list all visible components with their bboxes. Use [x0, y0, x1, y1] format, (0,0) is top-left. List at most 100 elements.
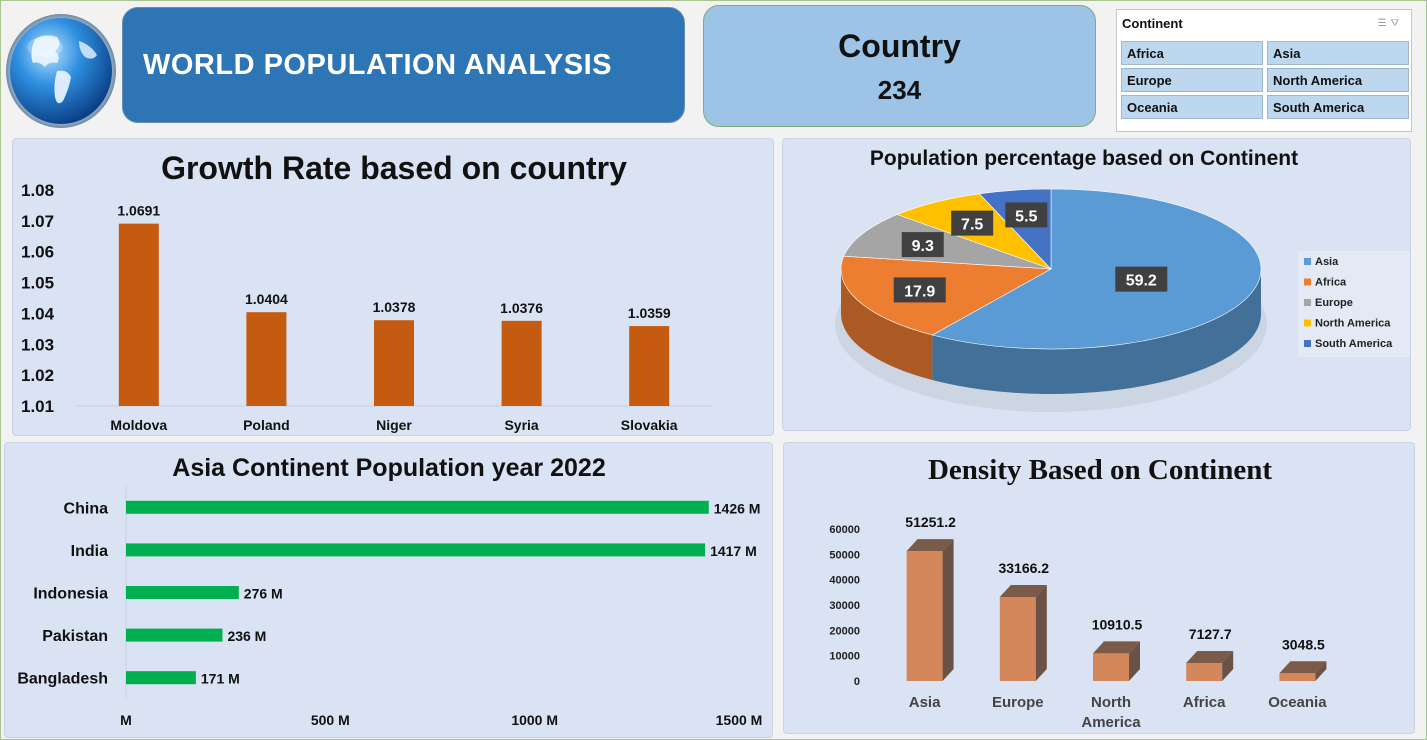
data-label-africa: 7127.7: [1189, 626, 1232, 642]
chart-title: Asia Continent Population year 2022: [172, 454, 605, 482]
data-label-india: 1417 M: [710, 543, 757, 559]
legend-swatch-africa: [1304, 278, 1311, 286]
y-tick-label: 1.08: [21, 181, 54, 200]
legend-swatch-south-america: [1304, 340, 1311, 347]
chart-title: Population percentage based on Continent: [870, 147, 1298, 170]
pie-side-africa: [841, 269, 933, 381]
bar-top-europe: [999, 584, 1047, 597]
y-tick-label: 20000: [829, 625, 860, 637]
bar-indonesia: [126, 586, 239, 599]
slicer-item-oceania[interactable]: Oceania: [1121, 95, 1263, 119]
density-chart: Density Based on Continent 0 10000 20000 30…: [829, 454, 1327, 731]
y-tick-label: 50000: [829, 549, 860, 561]
x-tick-label-syria: Syria: [504, 417, 538, 433]
bar-top-asia: [906, 539, 954, 552]
x-tick-label-africa: Africa: [1183, 694, 1226, 711]
bar-india: [126, 543, 706, 557]
x-tick-label-north-america: North: [1091, 694, 1131, 711]
pie-label-box-south-america: [1005, 202, 1048, 228]
data-label-poland: 1.0404: [245, 291, 288, 307]
bar-north-america: [1093, 653, 1129, 681]
bar-side-africa: [1222, 650, 1234, 681]
density-chart-panel: Density Based on Continent 0 10000 20000 30…: [783, 442, 1415, 734]
pie-label-box-africa: [893, 277, 946, 303]
data-label-niger: 1.0378: [373, 299, 416, 315]
y-tick-label: 0: [854, 676, 860, 688]
pie-label-box-asia: [1115, 266, 1168, 292]
chart-title: Density Based on Continent: [928, 454, 1272, 486]
population-pie-chart-panel: Population percentage based on Continent…: [782, 138, 1411, 431]
legend-label-south-america: South America: [1315, 338, 1393, 350]
y-tick-label: 1.03: [21, 335, 54, 354]
data-label-europe: 33166.2: [998, 560, 1049, 576]
country-count-card: Country 234: [703, 5, 1096, 127]
legend-label-north-america: North America: [1315, 318, 1391, 330]
legend-swatch-asia: [1304, 258, 1311, 265]
bar-europe: [999, 596, 1036, 681]
country-count-value: 234: [877, 75, 922, 105]
y-tick-label-india: India: [71, 543, 108, 560]
legend-label-africa: Africa: [1315, 277, 1347, 289]
x-tick-label-north-america: America: [1081, 714, 1141, 731]
chart-title: Growth Rate based on country: [161, 150, 627, 186]
x-tick-label-slovakia: Slovakia: [621, 417, 678, 433]
data-label-china: 1426 M: [714, 500, 761, 516]
globe-icon: [6, 14, 116, 128]
y-tick-label: 1.02: [21, 366, 54, 385]
bar-top-oceania: [1279, 661, 1327, 674]
bar-pakistan: [126, 628, 223, 642]
data-label-syria: 1.0376: [500, 300, 543, 316]
multi-select-icon[interactable]: ☰: [1377, 18, 1391, 29]
slicer-item-asia[interactable]: Asia: [1267, 41, 1409, 65]
bar-moldova: [118, 223, 159, 406]
slicer-item-north-america[interactable]: North America: [1267, 68, 1409, 92]
pie-slice-europe: [843, 214, 1052, 270]
pie-slice-africa: [840, 255, 1053, 336]
country-count-label: Country: [838, 28, 961, 64]
bar-top-africa: [1186, 650, 1234, 663]
x-tick-label: 500 M: [311, 712, 350, 728]
x-tick-label-moldova: Moldova: [110, 417, 167, 433]
data-label-bangladesh: 171 M: [201, 671, 240, 687]
legend-label-europe: Europe: [1315, 297, 1353, 309]
x-tick-label-oceania: Oceania: [1268, 694, 1327, 711]
legend-box: [1298, 251, 1410, 357]
x-tick-label-poland: Poland: [243, 417, 290, 433]
bar-top-north-america: [1093, 641, 1140, 654]
x-tick-label-europe: Europe: [992, 694, 1044, 711]
x-tick-label-niger: Niger: [376, 417, 412, 433]
bar-asia: [906, 551, 943, 681]
pie-data-label-africa: 17.9: [904, 283, 935, 300]
pie-data-label-south-america: 5.5: [1015, 208, 1037, 225]
slicer-item-south-america[interactable]: South America: [1267, 95, 1409, 119]
bar-syria: [501, 320, 542, 406]
pie-label-box-north-america: [951, 210, 994, 236]
slicer-toolbar: ☰⛛: [1378, 18, 1403, 29]
slicer-item-africa[interactable]: Africa: [1121, 41, 1263, 65]
bar-china: [126, 500, 709, 514]
y-tick-label: 60000: [829, 524, 860, 536]
y-tick-label: 1.04: [21, 304, 55, 323]
x-tick-label-asia: Asia: [909, 694, 941, 711]
bar-slovakia: [629, 326, 670, 406]
bar-side-north-america: [1129, 641, 1140, 681]
data-label-oceania: 3048.5: [1282, 636, 1325, 652]
pie-data-label-asia: 59.2: [1126, 273, 1157, 290]
clear-filter-icon[interactable]: ⛛: [1390, 18, 1403, 29]
data-label-indonesia: 276 M: [244, 586, 283, 602]
y-tick-label-pakistan: Pakistan: [42, 628, 108, 645]
y-tick-label: 1.07: [21, 212, 54, 231]
x-tick-label: 1000 M: [511, 712, 558, 728]
slicer-item-europe[interactable]: Europe: [1121, 68, 1263, 92]
slicer-title: Continent: [1122, 16, 1183, 31]
y-tick-label: 1.01: [21, 397, 54, 416]
bar-bangladesh: [126, 671, 196, 685]
legend-swatch-north-america: [1304, 319, 1311, 327]
y-tick-label: 30000: [829, 600, 860, 612]
asia-population-chart: Asia Continent Population year 2022 Chin…: [17, 454, 762, 728]
growth-rate-chart: Growth Rate based on country 1.01 1.02 1.0…: [21, 150, 713, 433]
bar-side-asia: [942, 539, 954, 681]
asia-population-chart-panel: Asia Continent Population year 2022 Chin…: [4, 442, 773, 738]
bar-side-oceania: [1315, 661, 1327, 681]
